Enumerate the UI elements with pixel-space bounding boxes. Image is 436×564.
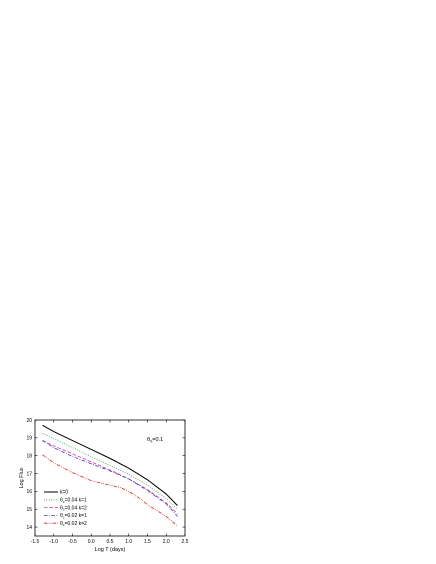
x-tick-label: 0.0 xyxy=(88,539,95,545)
legend-label-0: k=0 xyxy=(60,490,68,496)
y-tick-label: 14 xyxy=(26,525,32,531)
legend-label-3: θc=0.02 k=1 xyxy=(60,513,87,519)
series-line-1 xyxy=(42,433,178,510)
x-tick-label: 1.0 xyxy=(125,539,132,545)
series-line-3 xyxy=(42,440,178,517)
series-line-0 xyxy=(42,424,178,507)
x-tick-label: 1.5 xyxy=(144,539,151,545)
series-line-2 xyxy=(42,440,178,514)
x-tick-label: 0.5 xyxy=(107,539,114,545)
legend-label-2: θc=0.04 k=2 xyxy=(60,505,87,511)
y-tick-label: 17 xyxy=(26,471,32,477)
annotation-value: =0.1 xyxy=(152,437,163,443)
y-tick-label: 15 xyxy=(26,507,32,513)
x-tick-label: -1.5 xyxy=(31,539,40,545)
axis-ticks: -1.5 -1.0 -0.5 0.0 0.5 1.0 1.5 2.0 2.5 14 15 16 17 18… xyxy=(26,418,188,545)
legend: k=0 θc=0.04 k=1θc=0.04 k=2 θc=0.02 k=1 θc=0… xyxy=(44,490,87,527)
series-lines xyxy=(42,424,178,527)
theta-annotation: θ0=0.1 xyxy=(147,437,163,444)
x-axis-label: Log T (days) xyxy=(95,547,126,553)
legend-label-1: θc=0.04 k=1 xyxy=(60,498,87,504)
y-axis-label: Log Flux xyxy=(19,467,25,488)
x-tick-label: -1.0 xyxy=(49,539,58,545)
y-tick-label: 20 xyxy=(26,418,32,424)
x-tick-label: 2.0 xyxy=(163,539,170,545)
annotation-theta: θ xyxy=(147,437,150,443)
x-tick-label: -0.5 xyxy=(68,539,77,545)
legend-label-4: θc=0.02 k=2 xyxy=(60,521,87,527)
y-tick-label: 19 xyxy=(26,436,32,442)
annotation-subscript: 0 xyxy=(150,439,153,444)
series-line-4 xyxy=(42,454,178,527)
x-tick-label: 2.5 xyxy=(182,539,189,545)
y-tick-label: 16 xyxy=(26,489,32,495)
y-tick-label: 18 xyxy=(26,453,32,459)
